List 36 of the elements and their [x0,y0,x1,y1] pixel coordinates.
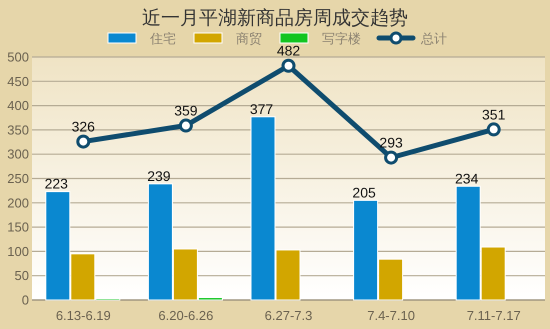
data-label: 234 [455,170,479,186]
x-tick-label: 6.20-6.26 [158,308,214,323]
chart-title: 近一月平湖新商品房周成交趋势 [142,7,408,29]
y-tick-label: 150 [7,220,29,235]
x-tick-label: 6.27-7.3 [264,308,312,323]
data-label: 205 [352,184,376,200]
y-tick-label: 100 [7,244,29,259]
y-tick-label: 350 [7,122,29,138]
data-label: 326 [72,118,96,135]
x-tick-label: 7.4-7.10 [367,308,415,323]
point [384,150,398,165]
x-tick-label: 7.11-7.17 [466,308,521,323]
x-tick-label: 6.13-6.19 [56,308,111,323]
point [178,118,193,133]
data-label: 293 [379,134,403,151]
data-label: 377 [250,100,274,117]
point [76,134,90,149]
y-tick-label: 50 [14,268,29,284]
legend-label: 总计 [420,31,447,46]
y-tick-label: 400 [7,98,29,114]
y-tick-label: 0 [22,292,29,308]
point [282,58,296,73]
y-tick-label: 300 [7,146,29,162]
y-tick-label: 250 [7,171,29,186]
legend-label: 商贸 [236,31,262,46]
data-label: 223 [44,176,68,192]
y-tick-label: 200 [7,195,29,210]
y-tick-label: 500 [7,50,29,64]
point [486,122,501,136]
data-label: 482 [276,42,300,59]
y-tick-label: 450 [7,74,29,89]
data-label: 359 [174,102,198,119]
legend-label: 写字楼 [322,31,361,46]
legend-label: 住宅 [149,31,176,46]
data-label: 239 [147,168,171,184]
data-label: 351 [482,106,506,122]
